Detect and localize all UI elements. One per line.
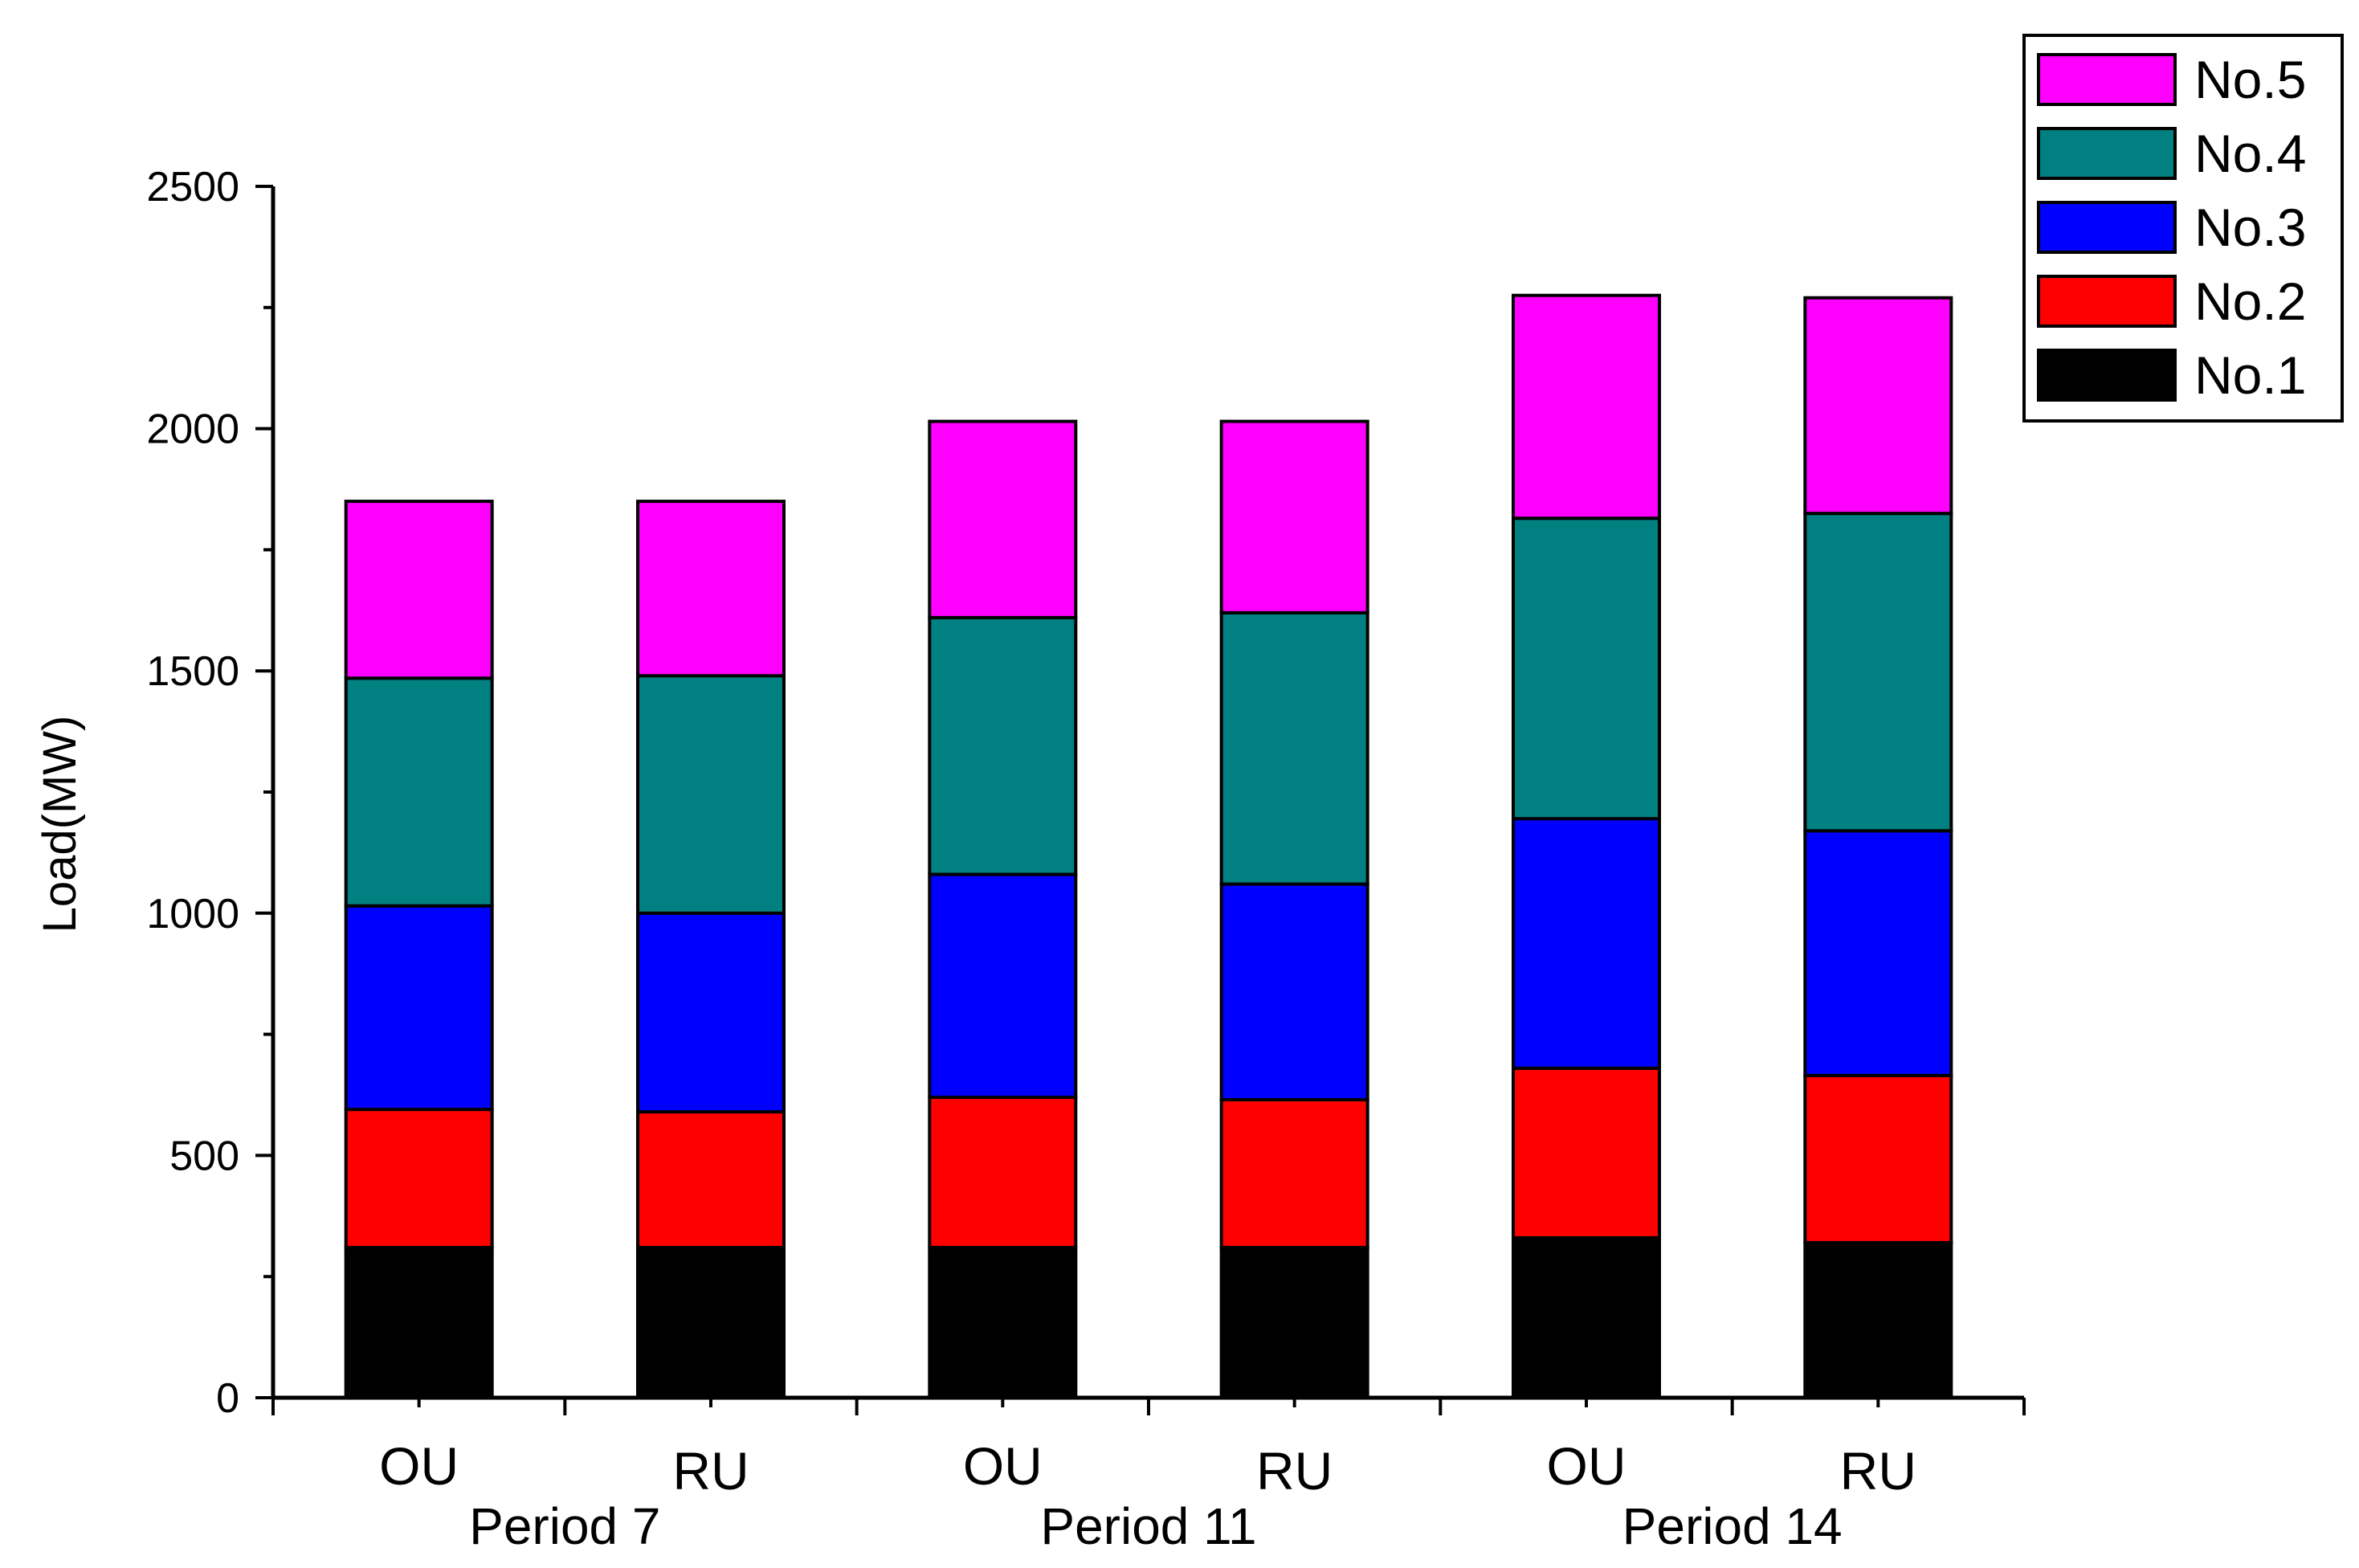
bar-segment-no4-3 (1219, 610, 1369, 886)
y-tick-label: 500 (169, 1133, 239, 1179)
bar-segment-no2-1 (636, 1110, 786, 1250)
legend-label: No.3 (2194, 198, 2306, 257)
x-group-label: Period 14 (1622, 1497, 1843, 1555)
bar-segment-no1-3 (1219, 1246, 1369, 1400)
bar-segment-no5-1 (636, 500, 786, 678)
bar-segment-no1-1 (636, 1246, 786, 1400)
bar-segment-no5-0 (344, 500, 494, 680)
x-category-label: RU (1840, 1441, 1916, 1501)
legend-label: No.4 (2194, 124, 2306, 183)
y-tick-label: 1000 (146, 891, 239, 937)
x-category-label: OU (1547, 1436, 1626, 1496)
bar-segment-no3-1 (636, 911, 786, 1114)
bar-segment-no3-0 (344, 904, 494, 1112)
bar-segment-no3-4 (1512, 817, 1661, 1070)
bar-segment-no3-3 (1219, 882, 1369, 1102)
legend-swatch (2037, 275, 2177, 328)
y-tick-label: 0 (216, 1375, 239, 1422)
y-tick-label: 2000 (146, 406, 239, 453)
bar-segment-no4-4 (1512, 517, 1661, 821)
bar-segment-no3-5 (1803, 829, 1953, 1077)
bar-segment-no2-3 (1219, 1098, 1369, 1250)
bar-segment-no2-0 (344, 1108, 494, 1250)
x-group-label: Period 7 (469, 1497, 660, 1555)
bar-segment-no1-2 (928, 1246, 1078, 1400)
x-group-label: Period 11 (1040, 1497, 1256, 1555)
x-category-label: RU (1256, 1441, 1333, 1501)
bar-segment-no2-2 (928, 1096, 1078, 1250)
bar-segment-no4-2 (928, 615, 1078, 876)
y-tick-label: 2500 (146, 164, 239, 210)
bar-segment-no2-4 (1512, 1066, 1661, 1239)
legend-swatch (2037, 53, 2177, 106)
y-axis-label: Load(MW) (34, 716, 86, 933)
axes (255, 185, 2026, 1415)
legend-label: No.5 (2194, 50, 2306, 109)
x-category-label: OU (963, 1436, 1043, 1496)
x-category-label: OU (379, 1436, 459, 1496)
x-category-label: RU (672, 1441, 749, 1501)
legend-swatch (2037, 349, 2177, 402)
legend-swatch (2037, 201, 2177, 254)
bar-segment-no4-0 (344, 676, 494, 908)
bar-segment-no3-2 (928, 872, 1078, 1100)
legend-label: No.1 (2194, 345, 2306, 405)
legend-swatch (2037, 127, 2177, 180)
bar-segment-no2-5 (1803, 1073, 1953, 1244)
bar-segment-no1-0 (344, 1246, 494, 1400)
bar-segment-no5-5 (1803, 296, 1953, 516)
labels: 0 500 1000 1500 2000 2500 Load(MW) OU RU OU RU OU RU… (34, 164, 1916, 1555)
bar-segment-no5-4 (1512, 293, 1661, 521)
y-tick-label: 1500 (146, 648, 239, 695)
bar-segment-no1-5 (1803, 1240, 1953, 1399)
bars (344, 293, 1953, 1400)
bar-segment-no4-5 (1803, 512, 1953, 833)
bar-segment-no4-1 (636, 674, 786, 915)
legend-label: No.2 (2194, 272, 2306, 331)
bar-segment-no5-2 (928, 419, 1078, 619)
bar-segment-no1-4 (1512, 1235, 1661, 1399)
bar-segment-no5-3 (1219, 419, 1369, 615)
legend: No.5 No.4 No.3 No.2 No.1 (2022, 34, 2344, 423)
